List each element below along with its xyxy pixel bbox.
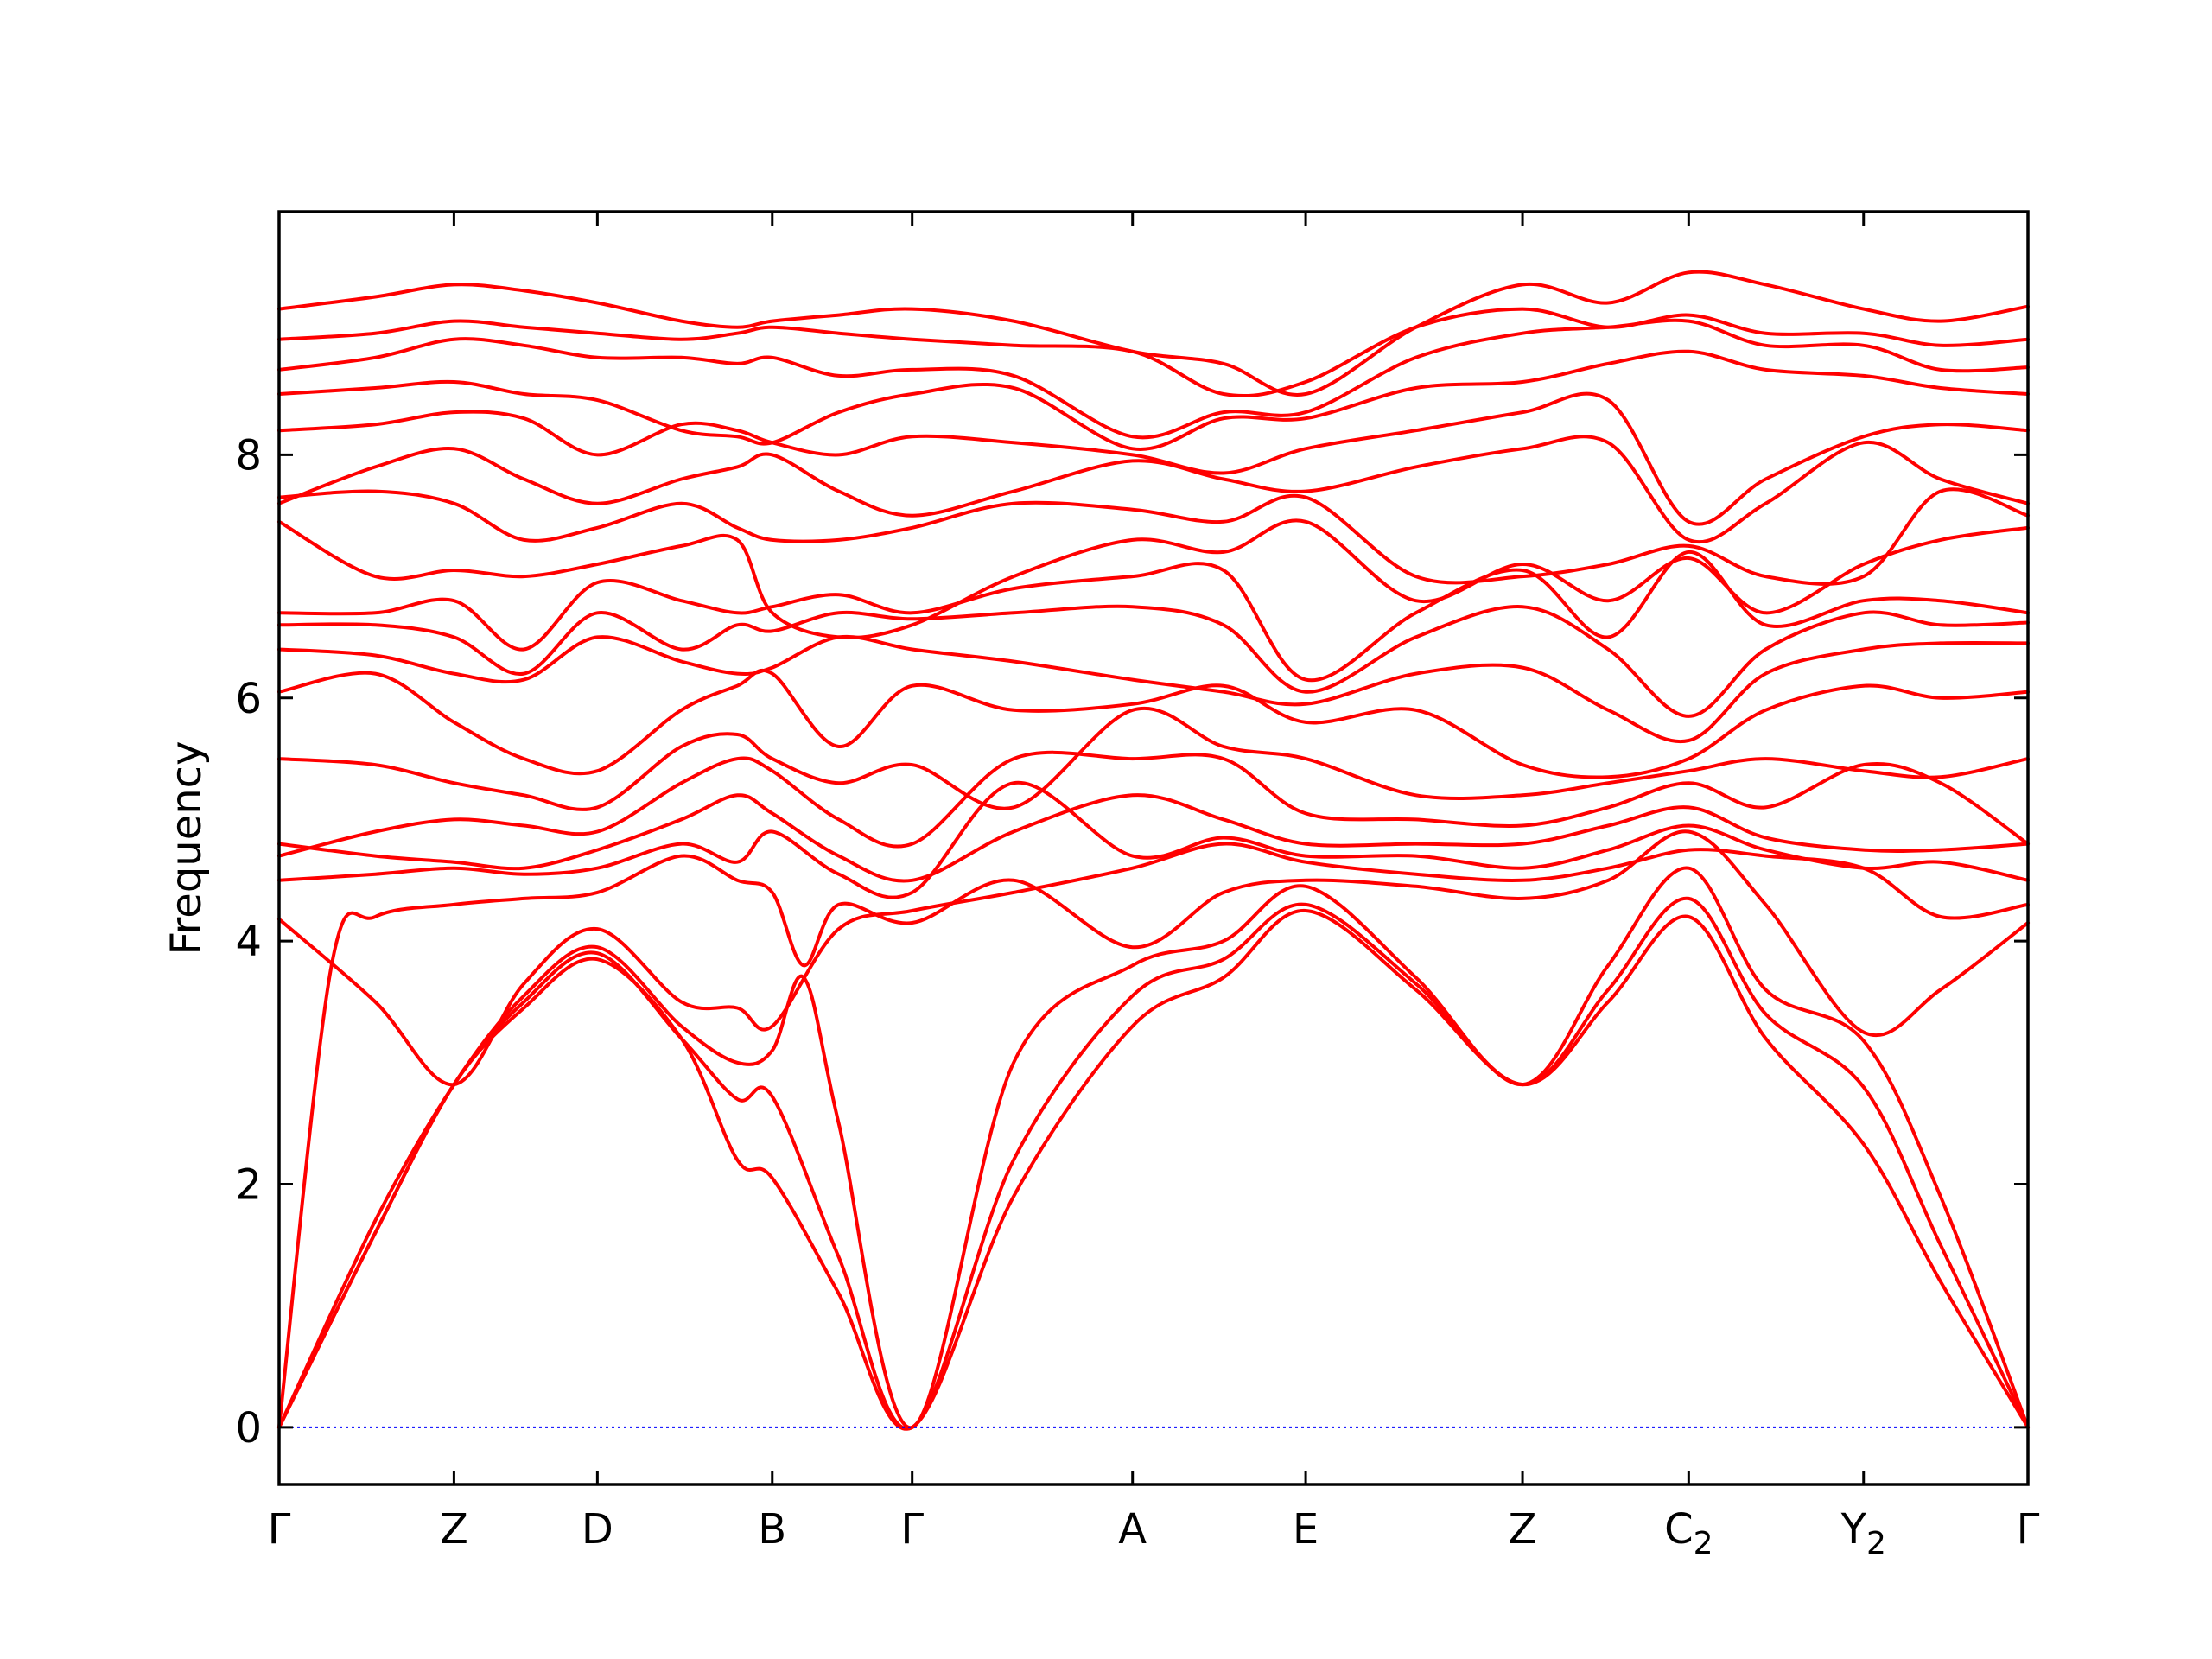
y-tick-label: 4 xyxy=(235,918,262,966)
band-line-19 xyxy=(277,318,2030,440)
x-tick-label-main: C xyxy=(1664,1505,1694,1554)
band-line-14 xyxy=(277,518,2030,639)
x-tick-label-main: Γ xyxy=(900,1505,924,1554)
y-tick-label: 2 xyxy=(235,1161,262,1210)
band-line-15 xyxy=(277,487,2030,586)
band-line-2 xyxy=(277,896,2030,1431)
x-tick-label-subscript: 2 xyxy=(1866,1526,1886,1561)
x-tick-label-subscript: 2 xyxy=(1694,1526,1713,1561)
x-tick-label: Γ xyxy=(900,1505,924,1554)
band-line-20 xyxy=(277,307,2030,398)
band-line-3 xyxy=(277,866,2030,1429)
x-tick-label-main: E xyxy=(1293,1505,1319,1554)
x-tick-label-main: Z xyxy=(1509,1505,1537,1554)
y-tick-label: 0 xyxy=(235,1404,262,1452)
x-tick-label-main: A xyxy=(1118,1505,1147,1554)
plot-frame xyxy=(277,210,2030,1486)
x-tick-label: Z xyxy=(1509,1505,1537,1554)
band-line-6 xyxy=(277,780,2030,899)
band-line-18 xyxy=(277,349,2030,451)
band-line-11 xyxy=(277,634,2030,744)
y-tick-label: 8 xyxy=(235,431,262,480)
x-tick-label-main: Y xyxy=(1840,1505,1867,1554)
x-tick-label-main: D xyxy=(582,1505,613,1554)
x-tick-label: Γ xyxy=(2017,1505,2040,1554)
x-tick-label-main: Γ xyxy=(2017,1505,2040,1554)
x-tick-label-main: B xyxy=(758,1505,786,1554)
band-line-7 xyxy=(277,793,2030,883)
x-tick-label: A xyxy=(1118,1505,1147,1554)
band-line-9 xyxy=(277,706,2030,811)
x-tick-label: D xyxy=(582,1505,613,1554)
y-axis-title: Frequency xyxy=(162,741,211,956)
x-tick-label: C2 xyxy=(1664,1505,1713,1561)
band-line-5 xyxy=(277,842,2030,1087)
band-line-17 xyxy=(277,391,2030,526)
band-line-21 xyxy=(277,270,2030,397)
band-lines xyxy=(277,270,2030,1431)
band-line-16 xyxy=(277,435,2030,544)
band-line-12 xyxy=(277,604,2030,718)
y-tick-label: 6 xyxy=(235,675,262,723)
x-tick-label-main: Z xyxy=(440,1505,468,1554)
band-line-4 xyxy=(277,830,2030,1429)
band-line-1 xyxy=(277,908,2030,1431)
x-tick-label: Γ xyxy=(268,1505,291,1554)
x-tick-label-main: Γ xyxy=(268,1505,291,1554)
x-tick-label: Y2 xyxy=(1840,1505,1886,1561)
band-line-8 xyxy=(277,750,2030,858)
x-tick-label: E xyxy=(1293,1505,1319,1554)
x-tick-label: Z xyxy=(440,1505,468,1554)
band-line-10 xyxy=(277,668,2030,779)
x-tick-label: B xyxy=(758,1505,786,1554)
